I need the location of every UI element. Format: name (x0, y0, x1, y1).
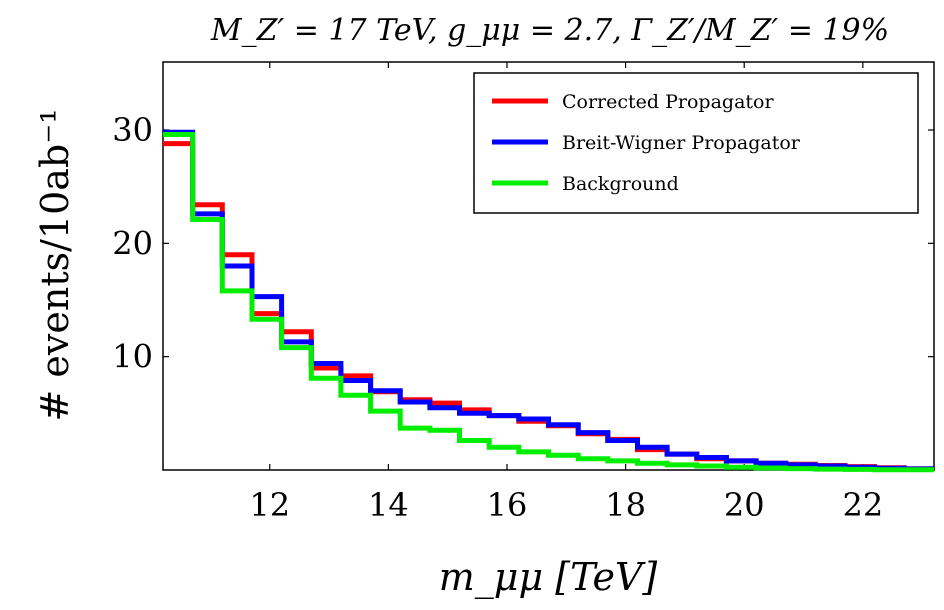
chart-title: M_Z′ = 17 TeV, g_μμ = 2.7, Γ_Z′/M_Z′ = 1… (210, 13, 889, 48)
legend-label: Corrected Propagator (562, 91, 774, 113)
series-background-line (163, 132, 934, 473)
axis-ticks: 12 14 16 18 20 22 10 20 30 (112, 62, 934, 524)
x-tick-label: 16 (487, 486, 528, 524)
y-axis-label: # events/10ab⁻¹ (33, 108, 77, 421)
legend-label: Background (562, 173, 679, 195)
x-axis-label: m_μμ [TeV] (439, 555, 658, 600)
y-tick-label: 30 (112, 111, 153, 149)
y-tick-label: 20 (112, 224, 153, 262)
x-tick-label: 22 (842, 486, 883, 524)
x-tick-label: 18 (605, 486, 646, 524)
x-tick-label: 14 (368, 486, 409, 524)
plot-frame (162, 61, 935, 471)
series-breit-wigner-propagator-line (163, 129, 934, 472)
y-tick-label: 10 (112, 338, 153, 376)
legend: Corrected Propagator Breit-Wigner Propaga… (473, 72, 919, 214)
series-group (163, 129, 934, 473)
legend-label: Breit-Wigner Propagator (562, 132, 801, 154)
x-tick-label: 20 (724, 486, 765, 524)
x-tick-label: 12 (249, 486, 290, 524)
